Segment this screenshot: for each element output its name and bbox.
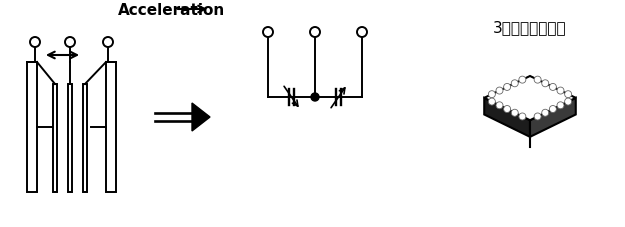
Circle shape — [557, 102, 564, 109]
Bar — [68, 85, 72, 192]
Circle shape — [488, 99, 496, 106]
Circle shape — [511, 80, 518, 87]
Polygon shape — [484, 77, 576, 121]
Bar — [27, 63, 37, 192]
Polygon shape — [192, 104, 210, 131]
Circle shape — [549, 84, 556, 91]
Bar — [106, 63, 116, 192]
Text: 3轴加速度传感器: 3轴加速度传感器 — [493, 20, 567, 35]
Circle shape — [542, 110, 549, 117]
Circle shape — [564, 99, 572, 106]
Circle shape — [504, 84, 511, 91]
Text: Acceleration: Acceleration — [118, 2, 225, 17]
Circle shape — [534, 77, 541, 84]
Circle shape — [564, 91, 572, 98]
Circle shape — [504, 106, 511, 113]
Circle shape — [488, 91, 496, 98]
Circle shape — [496, 102, 503, 109]
Bar — [83, 85, 87, 192]
Circle shape — [519, 77, 526, 84]
Circle shape — [519, 114, 526, 121]
Circle shape — [549, 106, 556, 113]
Circle shape — [557, 88, 564, 95]
Bar — [53, 85, 57, 192]
Polygon shape — [484, 99, 530, 137]
Polygon shape — [530, 99, 576, 137]
Circle shape — [534, 114, 541, 121]
Circle shape — [311, 94, 319, 101]
Circle shape — [496, 88, 503, 95]
Circle shape — [511, 110, 518, 117]
Circle shape — [542, 80, 549, 87]
